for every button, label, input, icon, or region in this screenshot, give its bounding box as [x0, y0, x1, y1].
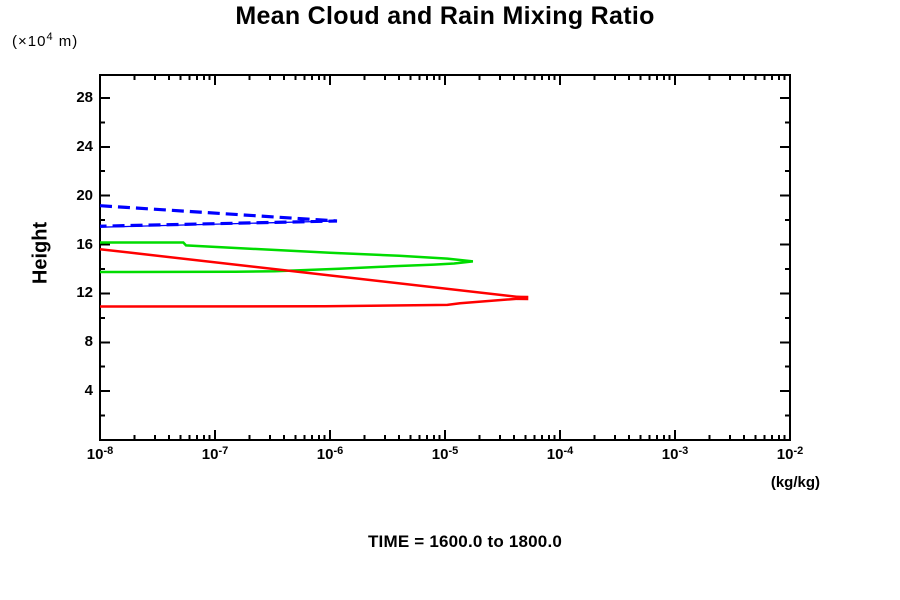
- series-cloud-mixing-ratio-green-solid: [99, 241, 474, 274]
- y-tick-label: 28: [76, 88, 93, 106]
- x-tick-label: 10-4: [546, 445, 574, 463]
- x-axis-unit: (kg/kg): [770, 474, 820, 491]
- x-tick-label: 10-8: [86, 445, 114, 463]
- x-tick-label: 10-2: [776, 445, 804, 463]
- x-tick-label: 10-6: [316, 445, 344, 463]
- series-cloud-mixing-ratio-blue-solid: [99, 220, 338, 228]
- x-tick-label: 10-3: [661, 445, 689, 463]
- y-tick-label: 20: [76, 186, 93, 204]
- series-rain-mixing-ratio-blue-dashed: [99, 204, 338, 228]
- y-axis-unit: (×104 m): [12, 31, 78, 50]
- chart-title: Mean Cloud and Rain Mixing Ratio: [235, 2, 655, 30]
- y-axis-unit-suffix: m): [53, 33, 79, 50]
- x-tick-label: 10-7: [201, 445, 229, 463]
- time-annotation: TIME = 1600.0 to 1800.0: [367, 532, 563, 551]
- y-tick-label: 16: [76, 235, 93, 253]
- series-rain-mixing-ratio-red-solid: [99, 247, 528, 308]
- x-tick-label: 10-5: [431, 445, 459, 463]
- y-tick-label: 24: [76, 137, 93, 155]
- y-axis-unit-exponent: 4: [46, 31, 54, 43]
- y-axis-unit-prefix: (×10: [12, 33, 47, 50]
- y-tick-label: 8: [84, 333, 93, 351]
- y-tick-label: 12: [76, 284, 93, 302]
- y-tick-label: 4: [84, 382, 93, 400]
